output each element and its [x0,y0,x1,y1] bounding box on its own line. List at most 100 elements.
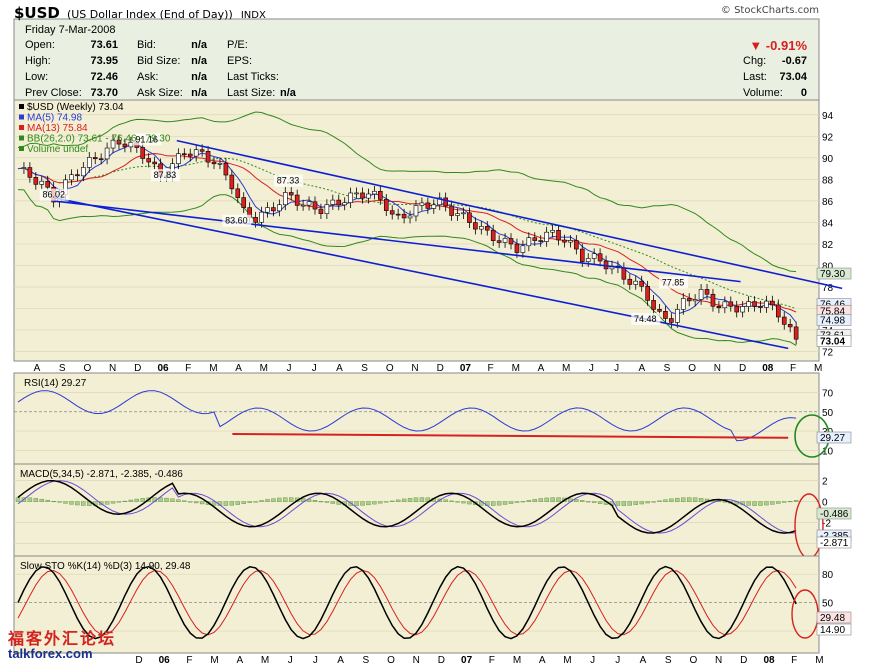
price-legend-entry: MA(5) 74.98 [27,113,82,124]
candle-body [639,280,644,287]
candle-body [526,237,532,247]
quote-value: 73.95 [90,55,118,67]
x-tick-label: D [740,655,747,666]
candle-body [199,149,205,152]
candle-body [704,289,710,295]
macd-histogram-bar [621,501,627,506]
x-tick-label: F [489,655,495,666]
watermark-cn: 福客外汇论坛 [8,629,117,648]
price-tick-label: 84 [822,218,834,229]
x-axis-bottom: D 06 F M A M J J A S O N D 07 F M A M J J A S O N D 08 F M [135,655,823,666]
quote-value: n/a [191,71,208,83]
x-tick-label: O [84,363,92,374]
price-annotation: 87.83 [154,170,177,180]
copyright[interactable]: © StockCharts.com [720,5,819,16]
macd-histogram-bar [591,501,597,503]
macd-histogram-bar [104,501,110,505]
bb-upper-line [17,111,797,273]
axis-value-tag-text: 14.90 [820,625,845,636]
candle-body [140,147,146,159]
quote-summary: Friday 7-Mar-2008 Open: 73.61 High: 73.95 Low… [25,24,808,99]
sto-tick-label: 50 [822,599,834,610]
x-tick-label: O [387,655,395,666]
axis-value-tag-text: -2.385 [820,531,849,542]
candle-body [235,188,241,198]
x-tick-label: O [386,363,394,374]
macd-histogram-bar [45,499,50,502]
legend-swatch [19,135,24,141]
candle-body [686,298,692,302]
macd-histogram-bar [550,497,555,502]
macd-histogram-bar [395,499,401,502]
macd-histogram-bar [526,500,532,502]
macd-histogram-bar [235,501,240,505]
candle-body [294,194,300,206]
legend-swatch [19,146,24,151]
candle-body [776,304,781,318]
candle-body [342,202,347,206]
macd-histogram-bar [645,501,650,504]
x-tick-label: J [615,655,620,666]
macd-histogram-bar [271,498,276,502]
x-tick-label: M [210,655,218,666]
price-tick-label: 86 [822,197,834,208]
macd-histogram-bar [354,501,359,506]
quote-label: Last Ticks: [227,71,279,83]
macd-histogram-bar [597,501,603,504]
macd-histogram-bar [188,501,193,503]
candle-body [585,258,591,262]
ma5-line [17,143,797,323]
candle-body [300,204,306,207]
quote-value: -0.67 [782,55,807,67]
chart-title: $USD (US Dollar Index (End of Day)) INDX [14,3,266,22]
macd-tick-label: -2 [822,519,831,530]
x-tick-label: N [715,655,722,666]
x-tick-label: O [688,363,696,374]
candle-body [591,253,597,259]
candle-body [568,240,573,243]
candle-body [193,149,199,157]
candle-body [389,210,395,215]
candle-body [229,174,235,190]
price-tick-label: 92 [822,132,834,143]
candle-body [490,229,496,241]
macd-histogram-bar [63,501,68,504]
macd-line [17,479,797,534]
candle-body [366,193,371,199]
axis-value-tag [816,623,852,636]
price-tick-label: 90 [822,154,834,165]
candle-body [484,226,490,231]
candle-body [502,238,508,243]
x-tick-label: S [361,363,368,374]
candle-body [758,305,763,308]
price-annotation: 83.60 [225,216,248,226]
price-tick-label: 78 [822,283,834,294]
x-tick-label: 06 [157,363,169,374]
quote-label: Low: [25,71,48,83]
candle-body [45,180,50,188]
x-tick-label: M [562,363,570,374]
macd-histogram-bar [574,499,579,502]
candle-body [39,180,45,185]
x-tick-label: D [739,363,746,374]
legend-swatch [19,104,24,109]
x-tick-label: M [815,655,823,666]
price-label-bg [659,276,689,289]
macd-histogram-bar [782,501,787,503]
macd-histogram-bar [586,501,591,503]
macd-histogram-bar [312,500,318,502]
macd-histogram-bar [182,500,187,502]
price-tick-label: 94 [822,111,834,122]
x-tick-label: J [313,655,318,666]
x-tick-label: N [413,655,420,666]
x-tick-label: M [513,655,521,666]
x-tick-label: D [135,655,142,666]
price-label-bg [39,188,69,201]
macd-legend: MACD(5,34,5) -2.871, -2.385, -0.486 [20,469,183,480]
axis-value-tag-text: 75.84 [820,306,845,317]
macd-histogram-bar [39,498,44,502]
price-label-bg [222,214,252,227]
candle-body [752,301,757,307]
exchange: INDX [240,10,266,21]
